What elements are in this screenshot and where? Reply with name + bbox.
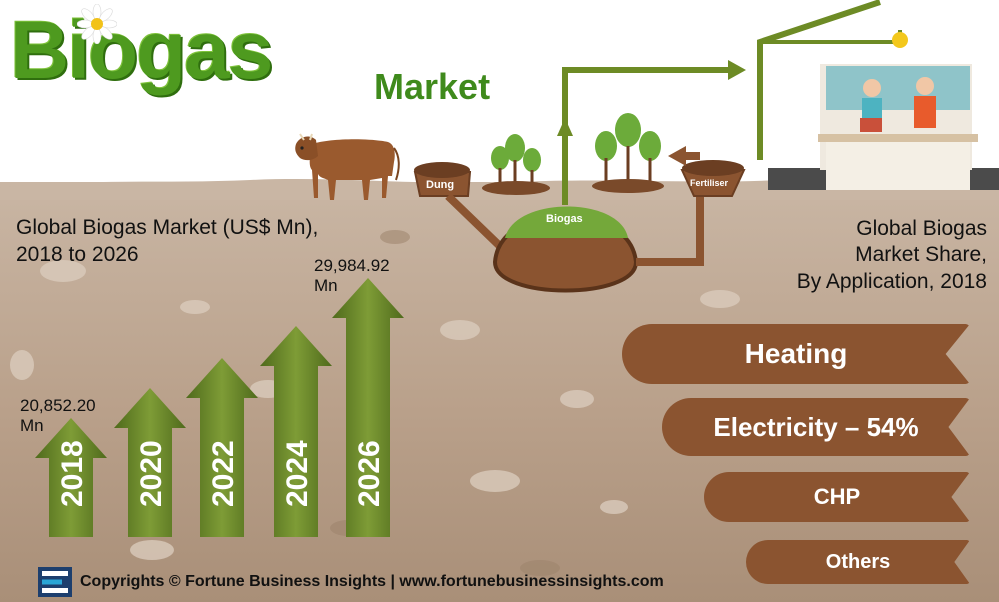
value-2018-amount: 20,852.20 — [20, 396, 96, 415]
footer: Copyrights © Fortune Business Insights |… — [0, 562, 999, 602]
fortune-business-insights-logo — [38, 567, 72, 597]
growth-arrow-2020 — [114, 388, 186, 537]
biogas-process-diagram: Dung Biogas Fertiliser — [413, 0, 999, 293]
daisy-icon — [77, 4, 117, 44]
growth-arrow-2026 — [332, 278, 404, 537]
pebble — [40, 260, 86, 282]
market-share-heading-line1: Global Biogas — [856, 217, 987, 240]
value-2018: 20,852.20 Mn — [20, 396, 96, 437]
market-size-heading-line1: Global Biogas Market (US$ Mn), — [16, 216, 319, 239]
cow-illustration — [295, 133, 400, 200]
logo-mark-icon — [42, 571, 68, 593]
value-2018-unit: Mn — [20, 416, 44, 436]
biogas-label: Biogas — [546, 213, 583, 225]
year-label-2026: 2026 — [353, 440, 386, 507]
fertiliser-label: Fertiliser — [690, 178, 729, 188]
application-electricity: Electricity – 54% — [662, 398, 970, 456]
application-electricity-label: Electricity – 54% — [713, 411, 919, 442]
pebble — [470, 470, 520, 492]
growth-arrow-2022 — [186, 358, 258, 537]
pebble — [180, 300, 210, 314]
year-label-2020: 2020 — [135, 440, 168, 507]
application-heating-label: Heating — [744, 338, 848, 369]
market-size-heading-line2: 2018 to 2026 — [16, 243, 139, 267]
market-share-heading-line2: Market Share, — [855, 243, 987, 267]
pebble — [440, 320, 480, 340]
market-size-heading: Global Biogas Market (US$ Mn), 2018 to 2… — [16, 214, 386, 269]
year-label-2022: 2022 — [207, 440, 240, 507]
application-others: Others — [746, 540, 970, 584]
value-2026-unit: Mn — [314, 276, 338, 296]
value-2026: 29,984.92 Mn — [314, 256, 390, 297]
dung-label: Dung — [426, 179, 454, 191]
pebble — [560, 390, 594, 408]
year-label-2018: 2018 — [56, 440, 89, 507]
pebble — [380, 230, 410, 244]
market-share-heading: Global Biogas Market Share, By Applicati… — [747, 216, 987, 295]
application-others-label: Others — [825, 550, 891, 573]
pebble — [10, 350, 34, 380]
pebble — [700, 290, 740, 308]
year-label-2024: 2024 — [281, 440, 314, 507]
pebble — [130, 540, 174, 560]
market-share-heading-line3: By Application, 2018 — [796, 269, 987, 293]
application-chp: CHP — [704, 472, 970, 522]
growth-arrow-2018 — [35, 418, 107, 537]
copyright-text: Copyrights © Fortune Business Insights |… — [80, 573, 664, 590]
pebble — [600, 500, 628, 514]
application-heating: Heating — [622, 324, 970, 384]
page-title: Biogas — [10, 5, 273, 96]
value-2026-amount: 29,984.92 — [314, 256, 390, 275]
pebble — [520, 560, 560, 576]
application-chp-label: CHP — [813, 484, 861, 509]
page-subtitle: Market — [374, 66, 491, 107]
growth-arrow-2024 — [260, 326, 332, 537]
